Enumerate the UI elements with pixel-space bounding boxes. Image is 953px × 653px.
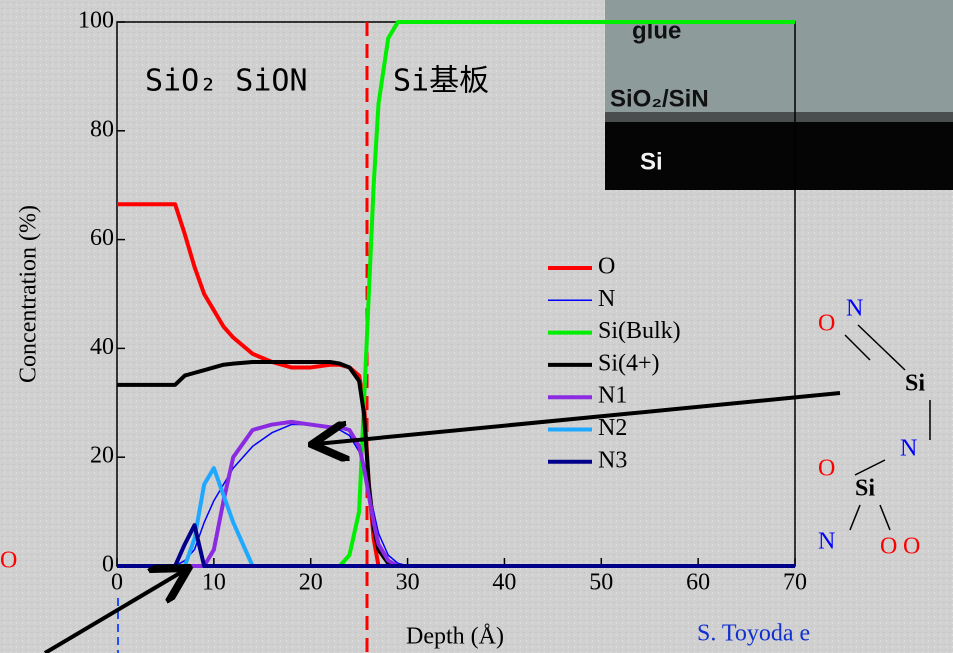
atom: Si (905, 371, 925, 397)
inset-label: Si (640, 148, 663, 175)
legend-label: N1 (598, 383, 627, 409)
legend-label: Si(Bulk) (598, 318, 681, 344)
x-tick-label: 40 (492, 570, 516, 596)
x-tick-label: 10 (202, 570, 226, 596)
annotation: SiO₂ SiON (145, 64, 308, 99)
atom: N (900, 436, 917, 462)
legend-label: Si(4+) (598, 350, 660, 376)
y-tick-label: 60 (90, 225, 114, 251)
citation: S. Toyoda e (697, 621, 810, 647)
atom: O (880, 534, 897, 560)
atom: N (846, 296, 863, 322)
oxide-layer (605, 112, 953, 122)
legend-label: N (598, 286, 615, 312)
atom: Si (855, 476, 875, 502)
atom: O (818, 456, 835, 482)
x-axis-label: Depth (Å) (406, 624, 504, 650)
y-tick-label: 0 (102, 552, 114, 578)
y-tick-label: 20 (90, 443, 114, 469)
annotation: Si基板 (393, 64, 489, 99)
x-tick-label: 30 (396, 570, 420, 596)
x-tick-label: 70 (783, 570, 807, 596)
atom: O (818, 311, 835, 337)
y-tick-label: 100 (78, 8, 114, 34)
inset-label: SiO₂/SiN (610, 85, 709, 112)
legend-label: O (598, 254, 615, 280)
slide: glue SiO₂/SiN Si O N Si N O Si N O O O S… (0, 0, 953, 653)
y-axis-label: Concentration (%) (16, 205, 42, 383)
y-tick-label: 80 (90, 116, 114, 142)
tem-inset: glue SiO₂/SiN Si (605, 0, 953, 190)
x-tick-label: 50 (589, 570, 613, 596)
atom: N (818, 529, 835, 555)
x-tick-label: 20 (299, 570, 323, 596)
y-tick-label: 40 (90, 334, 114, 360)
side-label: O (0, 548, 17, 574)
atom: O (903, 534, 920, 560)
legend-label: N2 (598, 415, 627, 441)
legend-label: N3 (598, 447, 627, 473)
x-tick-label: 60 (686, 570, 710, 596)
